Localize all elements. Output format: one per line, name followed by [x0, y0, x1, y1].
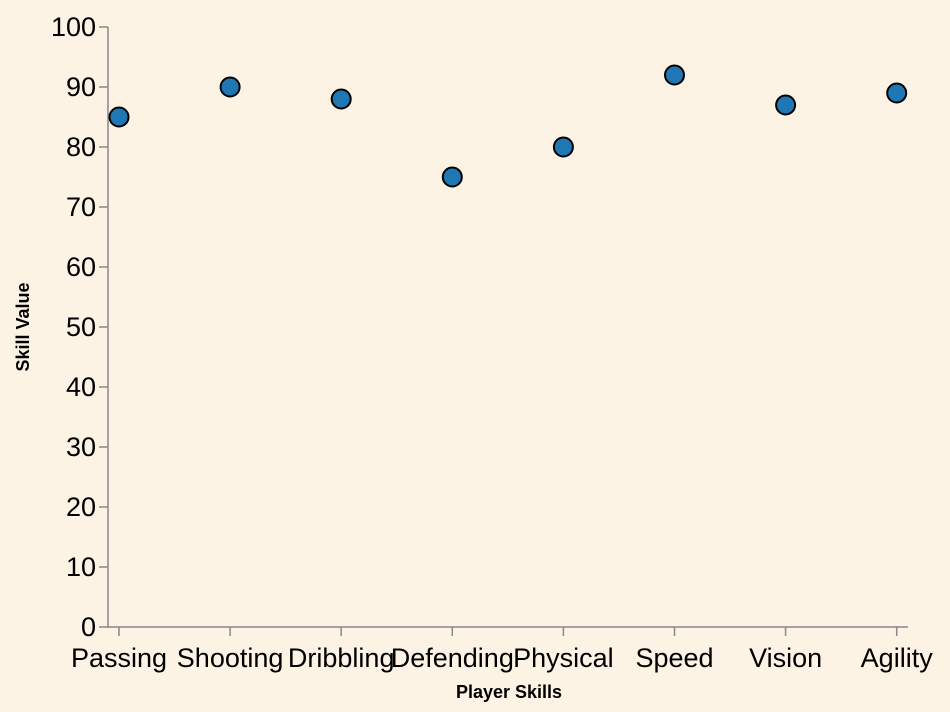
x-tick-label: Agility [861, 643, 934, 673]
y-tick-label: 50 [66, 312, 96, 342]
x-tick-label: Speed [635, 643, 713, 673]
y-tick-label: 10 [66, 552, 96, 582]
data-point-speed[interactable] [664, 64, 685, 86]
x-axis-title: Player Skills [456, 682, 562, 702]
data-point-agility[interactable] [886, 82, 908, 104]
x-tick-label: Passing [71, 643, 167, 673]
y-axis: 0 10 20 30 40 50 60 70 80 90 100 [51, 12, 109, 642]
x-tick-label: Vision [749, 643, 822, 673]
y-tick-label: 60 [66, 252, 96, 282]
y-tick-label: 20 [66, 492, 96, 522]
data-point-vision[interactable] [775, 94, 797, 116]
data-point-passing[interactable] [108, 106, 130, 128]
x-tick-label: Shooting [177, 643, 284, 673]
data-points [108, 64, 908, 188]
y-axis-title: Skill Value [13, 282, 33, 371]
y-tick-label: 30 [66, 432, 96, 462]
y-tick-label: 0 [81, 612, 96, 642]
y-tick-label: 100 [51, 12, 96, 42]
y-tick-label: 40 [66, 372, 96, 402]
x-tick-label: Physical [513, 643, 614, 673]
y-tick-label: 80 [66, 132, 96, 162]
y-tick-label: 90 [66, 72, 96, 102]
data-point-shooting[interactable] [219, 76, 241, 98]
data-point-physical[interactable] [552, 136, 574, 158]
y-tick-label: 70 [66, 192, 96, 222]
x-tick-label: Defending [391, 643, 514, 673]
data-point-defending[interactable] [441, 166, 463, 188]
data-point-dribbling[interactable] [330, 88, 352, 110]
x-tick-label: Dribbling [288, 643, 395, 673]
